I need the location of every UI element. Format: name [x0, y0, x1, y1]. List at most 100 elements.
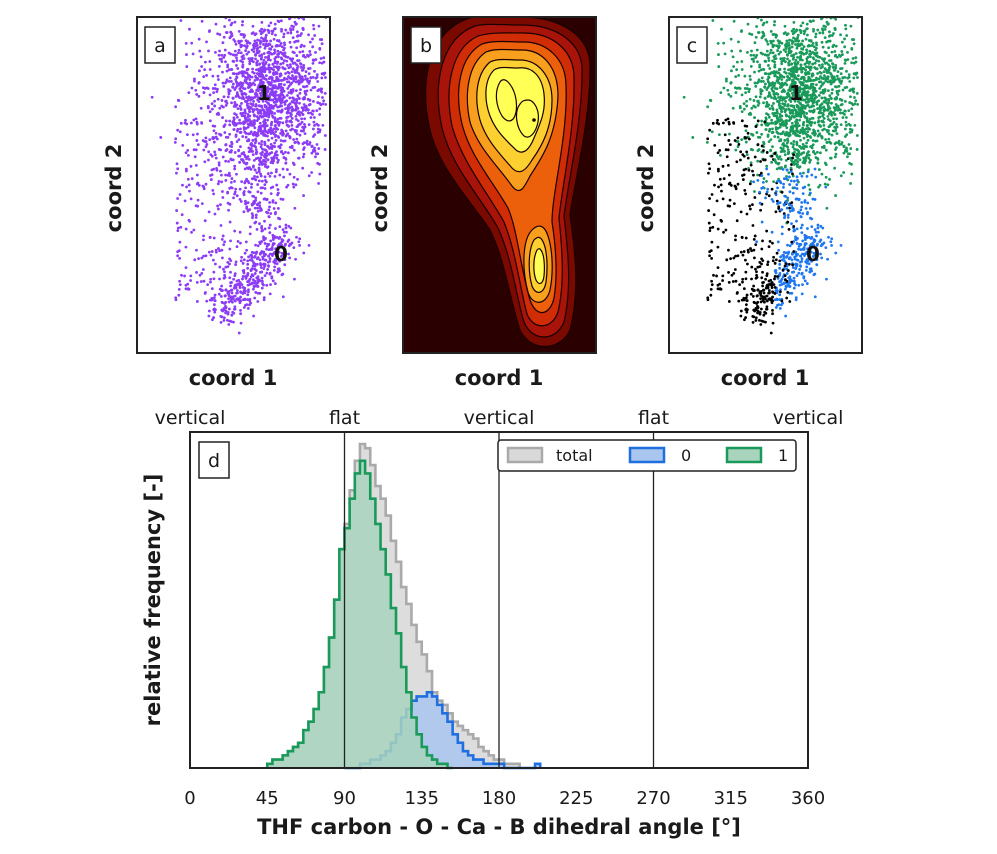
scatter-point — [777, 248, 781, 252]
scatter-point — [772, 96, 776, 100]
series-1-outline — [265, 459, 453, 770]
scatter-point — [264, 153, 268, 157]
scatter-point — [761, 239, 764, 243]
scatter-point — [716, 227, 720, 231]
scatter-point — [742, 287, 746, 291]
scatter-point — [204, 140, 208, 143]
scatter-point — [260, 279, 264, 283]
scatter-point — [259, 66, 263, 70]
scatter-point — [276, 60, 280, 64]
scatter-point — [790, 201, 794, 205]
scatter-point — [253, 83, 257, 87]
scatter-point — [272, 52, 276, 55]
scatter-point — [246, 262, 250, 266]
scatter-point — [791, 125, 795, 128]
scatter-point — [317, 24, 321, 28]
scatter-point — [741, 178, 745, 181]
scatter-point — [286, 63, 289, 67]
scatter-point — [281, 228, 285, 232]
scatter-point — [822, 146, 826, 150]
scatter-point — [804, 207, 808, 210]
scatter-point — [196, 198, 200, 202]
scatter-point — [270, 157, 274, 161]
scatter-point — [827, 104, 830, 108]
scatter-point — [224, 159, 228, 163]
scatter-point — [822, 109, 826, 113]
scatter-point — [843, 100, 847, 103]
scatter-point — [275, 75, 279, 79]
scatter-point — [744, 91, 748, 95]
scatter-point — [732, 19, 736, 23]
scatter-point — [769, 29, 773, 33]
scatter-point — [249, 143, 253, 146]
scatter-point — [798, 158, 802, 162]
scatter-point — [792, 179, 796, 183]
scatter-point — [729, 81, 733, 85]
scatter-point — [830, 243, 833, 247]
scatter-point — [228, 18, 231, 22]
scatter-point — [283, 41, 286, 45]
scatter-point — [274, 86, 278, 89]
scatter-point — [800, 271, 804, 275]
scatter-point — [791, 40, 795, 44]
scatter-point — [809, 136, 813, 139]
scatter-point — [753, 41, 757, 45]
scatter-point — [244, 135, 248, 139]
scatter-point — [796, 44, 800, 48]
scatter-point — [844, 27, 848, 31]
scatter-point — [811, 62, 815, 66]
scatter-point — [300, 111, 303, 115]
scatter-point — [239, 295, 242, 299]
scatter-point — [278, 96, 281, 100]
scatter-point — [315, 73, 319, 77]
scatter-point — [253, 177, 256, 181]
scatter-point — [807, 75, 811, 79]
scatter-point — [810, 96, 813, 100]
panel-c-y-axis-label: coord 2 — [634, 144, 658, 233]
scatter-point — [252, 71, 256, 75]
scatter-point — [767, 56, 770, 60]
scatter-point — [799, 98, 803, 102]
scatter-point — [221, 155, 225, 159]
scatter-point — [759, 88, 763, 91]
scatter-point — [178, 256, 182, 260]
scatter-point — [242, 190, 246, 193]
scatter-point — [763, 96, 767, 100]
scatter-point — [770, 118, 773, 122]
scatter-point — [234, 263, 238, 266]
scatter-point — [765, 272, 769, 276]
scatter-point — [823, 50, 827, 54]
scatter-point — [273, 27, 276, 31]
scatter-point — [284, 161, 288, 165]
scatter-point — [782, 59, 786, 63]
scatter-point — [818, 124, 822, 128]
scatter-point — [818, 55, 822, 59]
scatter-point — [796, 258, 800, 262]
scatter-point — [276, 267, 280, 271]
scatter-point — [249, 102, 253, 106]
scatter-point — [776, 162, 780, 166]
scatter-point — [826, 97, 830, 101]
scatter-point — [772, 44, 776, 47]
scatter-point — [236, 107, 240, 111]
scatter-point — [316, 101, 320, 104]
scatter-point — [798, 101, 802, 105]
scatter-point — [251, 149, 254, 153]
scatter-point — [244, 240, 248, 244]
scatter-point — [833, 166, 837, 170]
scatter-point — [284, 157, 288, 161]
scatter-point — [748, 182, 752, 186]
scatter-point — [829, 79, 833, 83]
scatter-point — [834, 103, 838, 106]
scatter-point — [773, 274, 777, 278]
scatter-point — [308, 66, 312, 70]
scatter-point — [774, 210, 778, 214]
scatter-point — [847, 152, 850, 156]
scatter-point — [825, 69, 829, 73]
scatter-point — [321, 123, 325, 127]
scatter-point — [708, 254, 712, 258]
scatter-point — [793, 97, 796, 101]
scatter-point — [752, 99, 756, 102]
scatter-point — [273, 61, 277, 65]
scatter-point — [809, 84, 813, 88]
